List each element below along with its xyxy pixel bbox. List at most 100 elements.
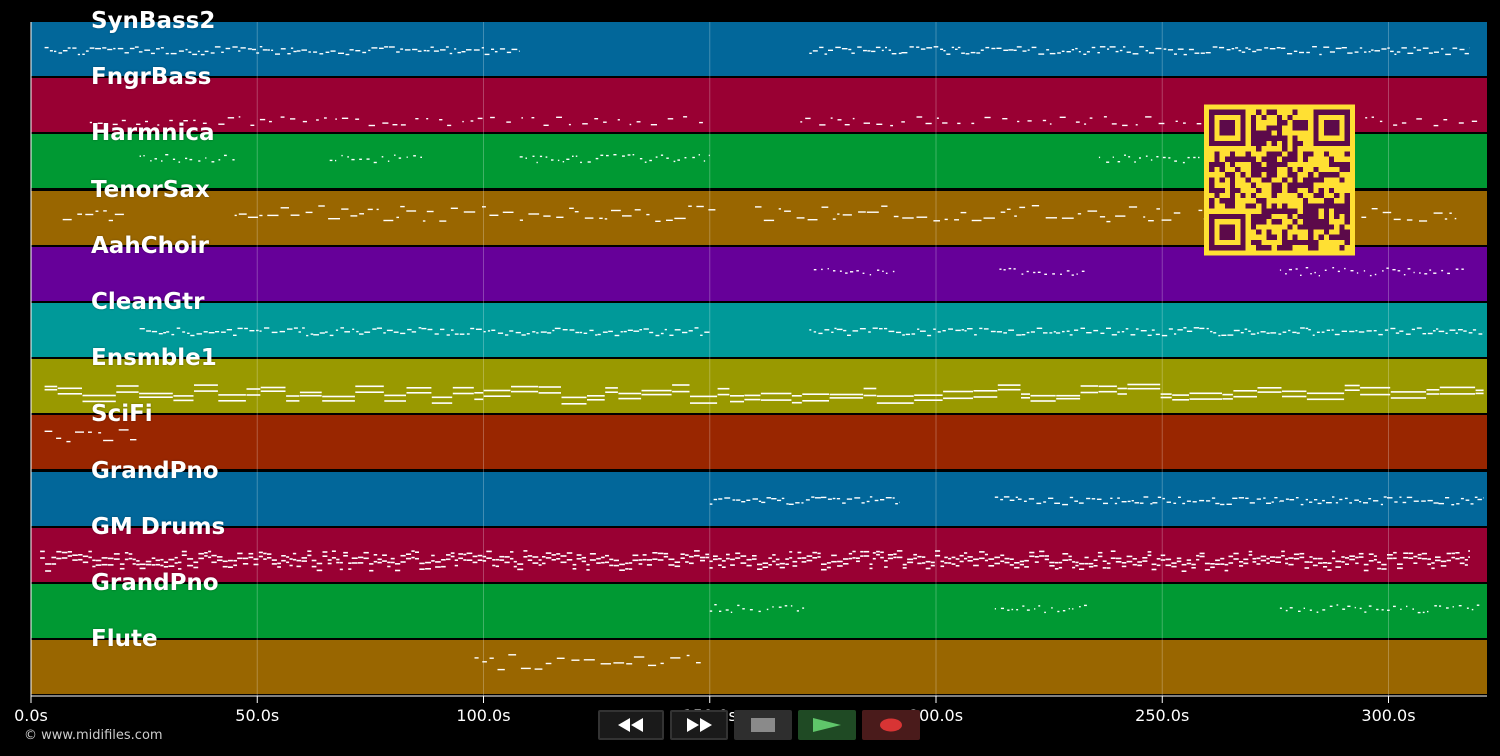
note <box>792 560 798 563</box>
note <box>1021 393 1030 396</box>
note <box>1309 555 1313 558</box>
note <box>927 334 932 337</box>
note <box>948 561 952 564</box>
note <box>633 656 645 658</box>
note <box>395 569 401 572</box>
note <box>463 210 476 213</box>
note <box>450 207 458 209</box>
note <box>259 119 266 121</box>
note <box>1393 605 1396 608</box>
play-button[interactable] <box>798 710 856 740</box>
note <box>1413 46 1416 49</box>
note <box>843 557 849 560</box>
note <box>1075 121 1080 123</box>
note <box>539 156 543 158</box>
note <box>211 554 217 557</box>
note <box>1312 557 1318 560</box>
note <box>1074 500 1078 502</box>
note <box>1196 123 1202 125</box>
note <box>520 667 531 670</box>
note <box>1260 555 1267 557</box>
note <box>1393 124 1398 126</box>
note <box>1433 501 1439 504</box>
note <box>936 117 939 120</box>
note <box>155 559 160 561</box>
note <box>1097 551 1103 554</box>
note <box>517 563 524 565</box>
note <box>1226 503 1232 505</box>
note <box>210 52 215 54</box>
note <box>1373 499 1379 502</box>
note <box>933 46 939 48</box>
note <box>211 561 217 563</box>
note <box>521 117 523 119</box>
note <box>1052 272 1055 275</box>
note <box>1030 395 1056 397</box>
note <box>1157 496 1162 498</box>
note <box>1306 392 1345 395</box>
note <box>994 608 996 610</box>
note <box>1191 566 1196 569</box>
note <box>1121 331 1125 333</box>
note <box>237 552 243 554</box>
tick-label: 250.0s <box>1135 706 1190 725</box>
note <box>625 567 629 570</box>
note <box>1215 563 1220 565</box>
note <box>400 205 405 207</box>
note <box>232 46 238 48</box>
note <box>343 551 348 554</box>
note <box>964 330 967 332</box>
note <box>1374 273 1377 275</box>
note <box>1147 550 1152 553</box>
qr-code-icon[interactable] <box>1204 104 1355 256</box>
note <box>119 563 125 565</box>
note <box>1233 329 1240 332</box>
note <box>540 331 547 333</box>
note <box>1084 562 1089 565</box>
note <box>67 550 72 553</box>
fast-forward-button[interactable] <box>670 710 728 740</box>
note <box>298 331 301 333</box>
note <box>139 392 173 395</box>
note <box>1098 391 1117 393</box>
note <box>606 155 609 157</box>
note <box>396 216 399 218</box>
note <box>914 399 943 402</box>
record-button[interactable] <box>862 710 920 740</box>
note <box>1075 564 1079 567</box>
note <box>118 429 129 431</box>
note <box>329 334 334 337</box>
note <box>622 155 625 158</box>
note <box>632 559 639 561</box>
note <box>566 551 573 554</box>
note <box>882 270 884 272</box>
note <box>45 569 52 572</box>
note <box>1000 554 1005 556</box>
note <box>744 394 761 397</box>
note <box>406 209 417 212</box>
rewind-button[interactable] <box>598 710 664 740</box>
note <box>204 50 209 53</box>
stop-button[interactable] <box>734 710 792 740</box>
note <box>1381 563 1387 566</box>
note <box>95 47 101 50</box>
note <box>132 558 136 560</box>
note <box>322 550 328 553</box>
note <box>545 662 552 665</box>
note <box>940 560 945 562</box>
note <box>1106 562 1111 564</box>
note <box>117 47 124 50</box>
note <box>1139 502 1144 504</box>
note <box>955 557 960 560</box>
note <box>556 116 562 119</box>
track-notes <box>62 204 1457 222</box>
note <box>155 563 160 566</box>
note <box>791 395 802 397</box>
note <box>672 390 690 393</box>
note <box>1143 495 1149 498</box>
note <box>166 331 170 333</box>
note <box>1176 560 1182 562</box>
note <box>335 160 337 162</box>
note <box>505 334 509 336</box>
note <box>371 47 378 49</box>
